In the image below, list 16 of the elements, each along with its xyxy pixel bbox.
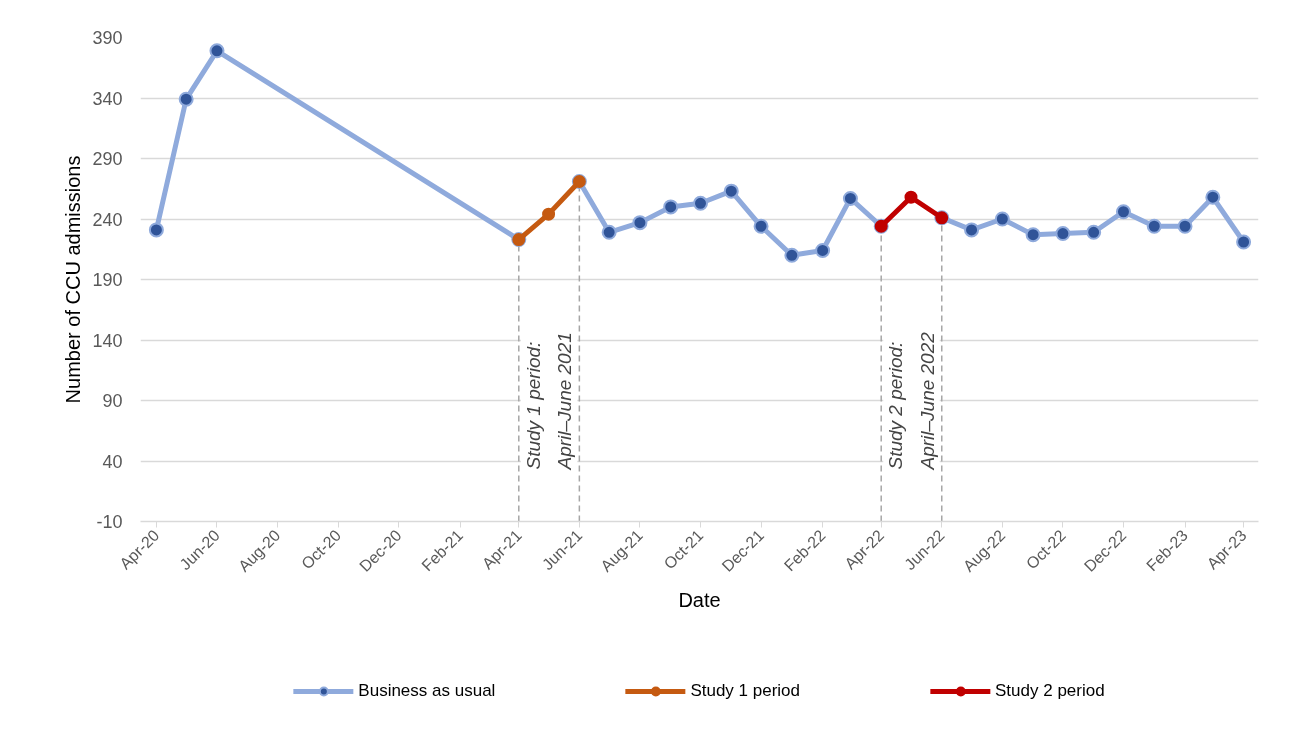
legend-label: Business as usual [358,681,496,701]
y-tick-label: 190 [92,270,123,290]
y-tick-label: 40 [102,451,123,472]
y-tick-label: 340 [92,88,123,109]
y-tick-label: 90 [102,391,123,411]
y-tick-label: 290 [92,149,123,169]
y-tick-label: 240 [92,209,123,230]
y-tick-label: 390 [92,28,123,48]
annotation: Study 2 period: April–June 2022 [885,331,938,471]
annotation: Study 1 period: April–June 2021 [522,332,576,471]
y-tick-label: -10 [96,512,123,532]
x-axis-title: Date [678,589,721,611]
y-axis-title: Number of CCU admissions [62,155,85,404]
legend-label: Study 1 period [690,681,801,701]
y-tick-label: 140 [92,330,123,351]
legend-label: Study 2 period [995,681,1105,701]
